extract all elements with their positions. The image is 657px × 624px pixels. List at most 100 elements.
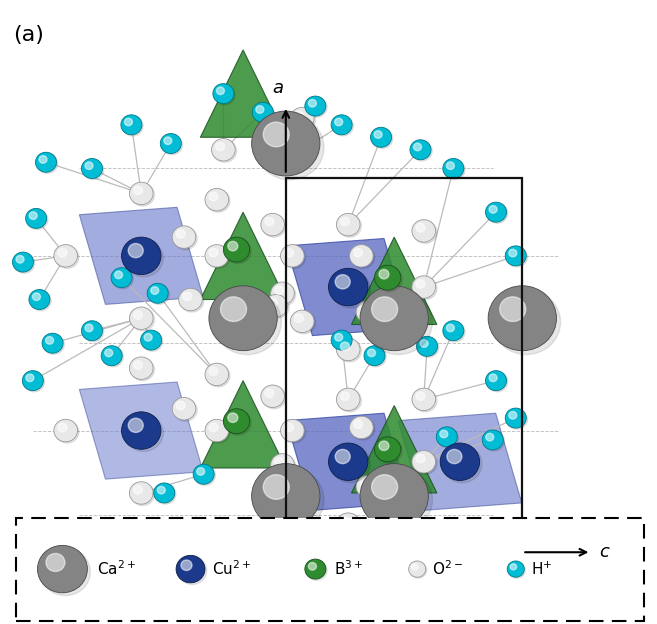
Circle shape xyxy=(275,457,284,466)
Circle shape xyxy=(418,338,439,358)
Circle shape xyxy=(131,483,154,505)
Circle shape xyxy=(273,503,294,523)
Circle shape xyxy=(397,533,418,553)
Circle shape xyxy=(488,520,556,585)
Circle shape xyxy=(335,275,350,289)
Circle shape xyxy=(271,282,294,305)
Circle shape xyxy=(412,276,436,298)
Circle shape xyxy=(500,531,526,555)
Circle shape xyxy=(111,268,132,288)
Circle shape xyxy=(46,553,65,572)
Circle shape xyxy=(24,372,45,392)
Circle shape xyxy=(412,220,436,242)
Circle shape xyxy=(144,333,152,341)
Circle shape xyxy=(176,555,205,583)
Circle shape xyxy=(275,286,284,295)
Circle shape xyxy=(264,295,288,317)
Polygon shape xyxy=(351,406,437,493)
Circle shape xyxy=(129,482,153,504)
Text: B$^{3+}$: B$^{3+}$ xyxy=(334,560,363,578)
Circle shape xyxy=(129,357,153,379)
Circle shape xyxy=(133,361,143,369)
Circle shape xyxy=(214,85,235,105)
Circle shape xyxy=(351,417,374,440)
Circle shape xyxy=(351,246,374,268)
Circle shape xyxy=(160,134,181,154)
Circle shape xyxy=(417,336,438,356)
Polygon shape xyxy=(351,237,437,324)
Circle shape xyxy=(398,534,419,554)
Circle shape xyxy=(360,305,369,313)
Circle shape xyxy=(55,421,79,443)
Circle shape xyxy=(410,140,431,160)
Circle shape xyxy=(272,502,293,522)
Circle shape xyxy=(367,530,376,538)
Circle shape xyxy=(492,524,560,588)
Circle shape xyxy=(131,358,154,381)
Circle shape xyxy=(412,388,436,411)
Circle shape xyxy=(505,246,526,266)
Circle shape xyxy=(340,517,350,525)
Circle shape xyxy=(374,265,401,290)
Polygon shape xyxy=(200,50,286,137)
Circle shape xyxy=(225,238,251,263)
Circle shape xyxy=(85,162,93,170)
Circle shape xyxy=(205,419,229,442)
Circle shape xyxy=(83,322,104,342)
Circle shape xyxy=(338,389,361,412)
Polygon shape xyxy=(79,207,203,305)
Circle shape xyxy=(356,475,380,498)
Circle shape xyxy=(83,160,104,180)
Circle shape xyxy=(507,247,528,267)
Circle shape xyxy=(216,87,225,95)
Circle shape xyxy=(12,252,34,272)
Circle shape xyxy=(305,559,326,579)
Circle shape xyxy=(55,246,79,268)
Circle shape xyxy=(172,397,196,420)
Circle shape xyxy=(121,115,142,135)
Circle shape xyxy=(58,248,67,257)
Circle shape xyxy=(178,557,207,585)
Circle shape xyxy=(263,122,289,147)
Circle shape xyxy=(206,421,230,443)
Circle shape xyxy=(215,314,225,323)
Circle shape xyxy=(14,253,35,273)
Circle shape xyxy=(176,401,185,410)
Circle shape xyxy=(32,293,41,301)
Circle shape xyxy=(509,249,517,257)
Circle shape xyxy=(413,389,437,412)
Polygon shape xyxy=(286,413,410,510)
Polygon shape xyxy=(286,238,410,336)
Circle shape xyxy=(436,427,457,447)
Circle shape xyxy=(58,423,67,432)
Circle shape xyxy=(101,346,122,366)
Circle shape xyxy=(371,127,392,147)
Circle shape xyxy=(282,246,306,268)
Circle shape xyxy=(340,392,350,401)
Circle shape xyxy=(114,271,123,279)
Circle shape xyxy=(35,152,57,172)
Circle shape xyxy=(360,286,428,351)
Circle shape xyxy=(340,217,350,226)
Circle shape xyxy=(413,452,437,474)
Circle shape xyxy=(372,297,397,321)
Circle shape xyxy=(272,283,296,306)
Circle shape xyxy=(353,248,363,257)
Circle shape xyxy=(206,364,230,387)
Circle shape xyxy=(252,102,273,122)
Circle shape xyxy=(275,505,284,513)
Circle shape xyxy=(281,419,304,442)
Circle shape xyxy=(336,513,360,535)
Circle shape xyxy=(54,245,78,267)
Circle shape xyxy=(173,227,197,250)
Circle shape xyxy=(440,443,480,480)
Circle shape xyxy=(336,338,360,361)
Circle shape xyxy=(271,454,294,476)
Circle shape xyxy=(162,135,183,155)
Circle shape xyxy=(364,346,385,366)
Circle shape xyxy=(133,186,143,195)
Circle shape xyxy=(154,483,175,503)
Circle shape xyxy=(331,446,371,483)
Polygon shape xyxy=(398,413,522,510)
Circle shape xyxy=(334,118,343,126)
